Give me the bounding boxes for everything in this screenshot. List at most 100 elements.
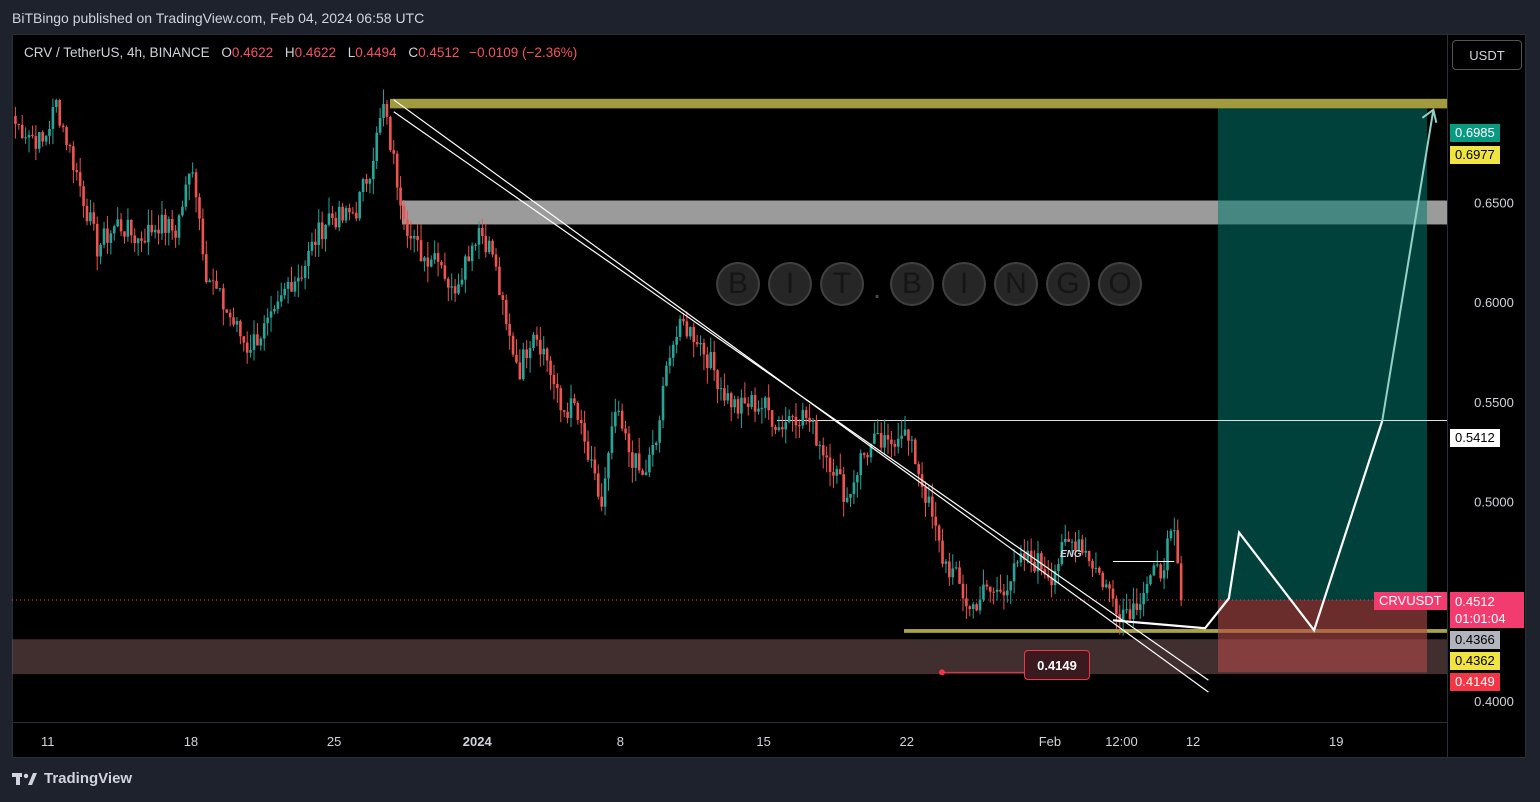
candle-body: [702, 342, 706, 355]
candle-body: [470, 245, 474, 262]
y-tick-label: 0.5500: [1474, 395, 1514, 410]
y-tick-label: 0.4000: [1474, 694, 1514, 709]
candle-body: [712, 352, 716, 371]
candle-body: [191, 172, 194, 174]
candle-body: [242, 336, 246, 343]
candle-body: [620, 410, 624, 429]
candle-body: [252, 334, 256, 350]
candle-body: [838, 469, 842, 475]
candle-body: [876, 433, 880, 435]
candle-body: [763, 397, 767, 408]
watermark-letter: I: [768, 262, 812, 306]
candle-body: [869, 443, 873, 458]
candle-body: [109, 233, 113, 243]
candle-body: [586, 441, 590, 460]
candle-body: [208, 280, 211, 283]
candle-body: [804, 410, 808, 418]
candle-body: [239, 321, 242, 337]
candle-body: [767, 397, 770, 411]
price-chart[interactable]: 0.6500 0.6000 0.5500 0.5000 0.4000 11 18 25 2024…: [12, 34, 1526, 758]
candle-body: [1176, 530, 1180, 564]
candle-body: [1138, 604, 1142, 610]
footer-brand[interactable]: TradingView: [12, 770, 132, 787]
candle-body: [1179, 563, 1183, 601]
loss-zone: [1218, 599, 1427, 673]
candle-body: [1169, 530, 1173, 539]
candle-body: [907, 429, 910, 441]
candle-body: [204, 254, 208, 283]
candle-body: [842, 474, 845, 502]
candle-body: [545, 348, 549, 361]
candle-body: [259, 338, 263, 346]
candle-body: [862, 453, 866, 455]
last-price-value: 0.4512: [1455, 594, 1495, 609]
candle-body: [678, 318, 682, 337]
candle-body: [699, 342, 702, 345]
candle-body: [27, 135, 31, 138]
candle-body: [136, 238, 140, 244]
candle-body: [215, 280, 218, 289]
candle-body: [72, 146, 75, 171]
candle-body: [917, 464, 920, 475]
watermark-letter: N: [994, 262, 1038, 306]
candle-body: [129, 219, 133, 236]
candle-body: [948, 561, 951, 578]
candle-body: [450, 286, 454, 288]
candle-body: [968, 606, 972, 609]
candle-body: [971, 604, 975, 609]
candle-body: [750, 395, 753, 407]
candle-body: [515, 354, 518, 363]
candle-body: [924, 486, 927, 503]
candle-body: [893, 443, 897, 447]
candle-body: [249, 349, 252, 353]
candle-body: [41, 132, 44, 142]
candle-body: [160, 214, 164, 234]
candle-body: [429, 259, 433, 267]
candle-body: [477, 227, 481, 245]
candle-body: [982, 584, 985, 600]
candle-body: [75, 170, 79, 173]
candle-body: [95, 223, 99, 257]
candle-body: [426, 257, 430, 267]
candle-body: [55, 100, 58, 108]
candle-body: [1057, 564, 1060, 571]
candle-body: [716, 370, 719, 390]
candle-body: [112, 226, 116, 234]
candle-body: [1077, 539, 1081, 552]
last-price-tag: 0.4512 01:01:04: [1450, 592, 1524, 628]
candle-body: [266, 317, 269, 324]
candle-body: [78, 172, 82, 187]
candle-body: [808, 417, 811, 423]
candle-body: [821, 445, 825, 456]
candle-body: [849, 493, 852, 498]
candle-body: [1162, 570, 1166, 579]
watermark-dot: .: [872, 272, 882, 305]
candle-body: [187, 173, 191, 185]
candle-body: [999, 589, 1002, 592]
candle-body: [654, 442, 658, 446]
currency-button[interactable]: USDT: [1452, 40, 1522, 70]
candle-body: [402, 205, 406, 220]
candle-body: [222, 288, 225, 310]
tradingview-logo-icon: [12, 772, 37, 785]
countdown-value: 01:01:04: [1455, 611, 1506, 626]
candle-body: [406, 219, 409, 236]
candle-body: [1036, 553, 1040, 572]
candle-body: [1125, 609, 1128, 611]
candle-body: [1128, 609, 1132, 620]
candle-body: [992, 591, 995, 593]
candle-body: [68, 145, 72, 147]
candle-body: [521, 349, 525, 380]
mid-level-tag: 0.5412: [1450, 429, 1500, 447]
symbol-title[interactable]: CRV / TetherUS, 4h, BINANCE: [24, 45, 210, 60]
top-bar: BiTBingo published on TradingView.com, F…: [0, 0, 1540, 34]
candle-body: [1094, 567, 1098, 569]
candle-body: [314, 241, 317, 245]
candle-body: [354, 212, 358, 219]
candle-body: [1067, 538, 1070, 542]
publisher-text: BiTBingo published on TradingView.com, F…: [12, 10, 425, 26]
open-label: O: [221, 45, 232, 60]
candle-body: [164, 214, 167, 233]
candle-body: [440, 261, 443, 266]
candle-body: [85, 205, 89, 222]
